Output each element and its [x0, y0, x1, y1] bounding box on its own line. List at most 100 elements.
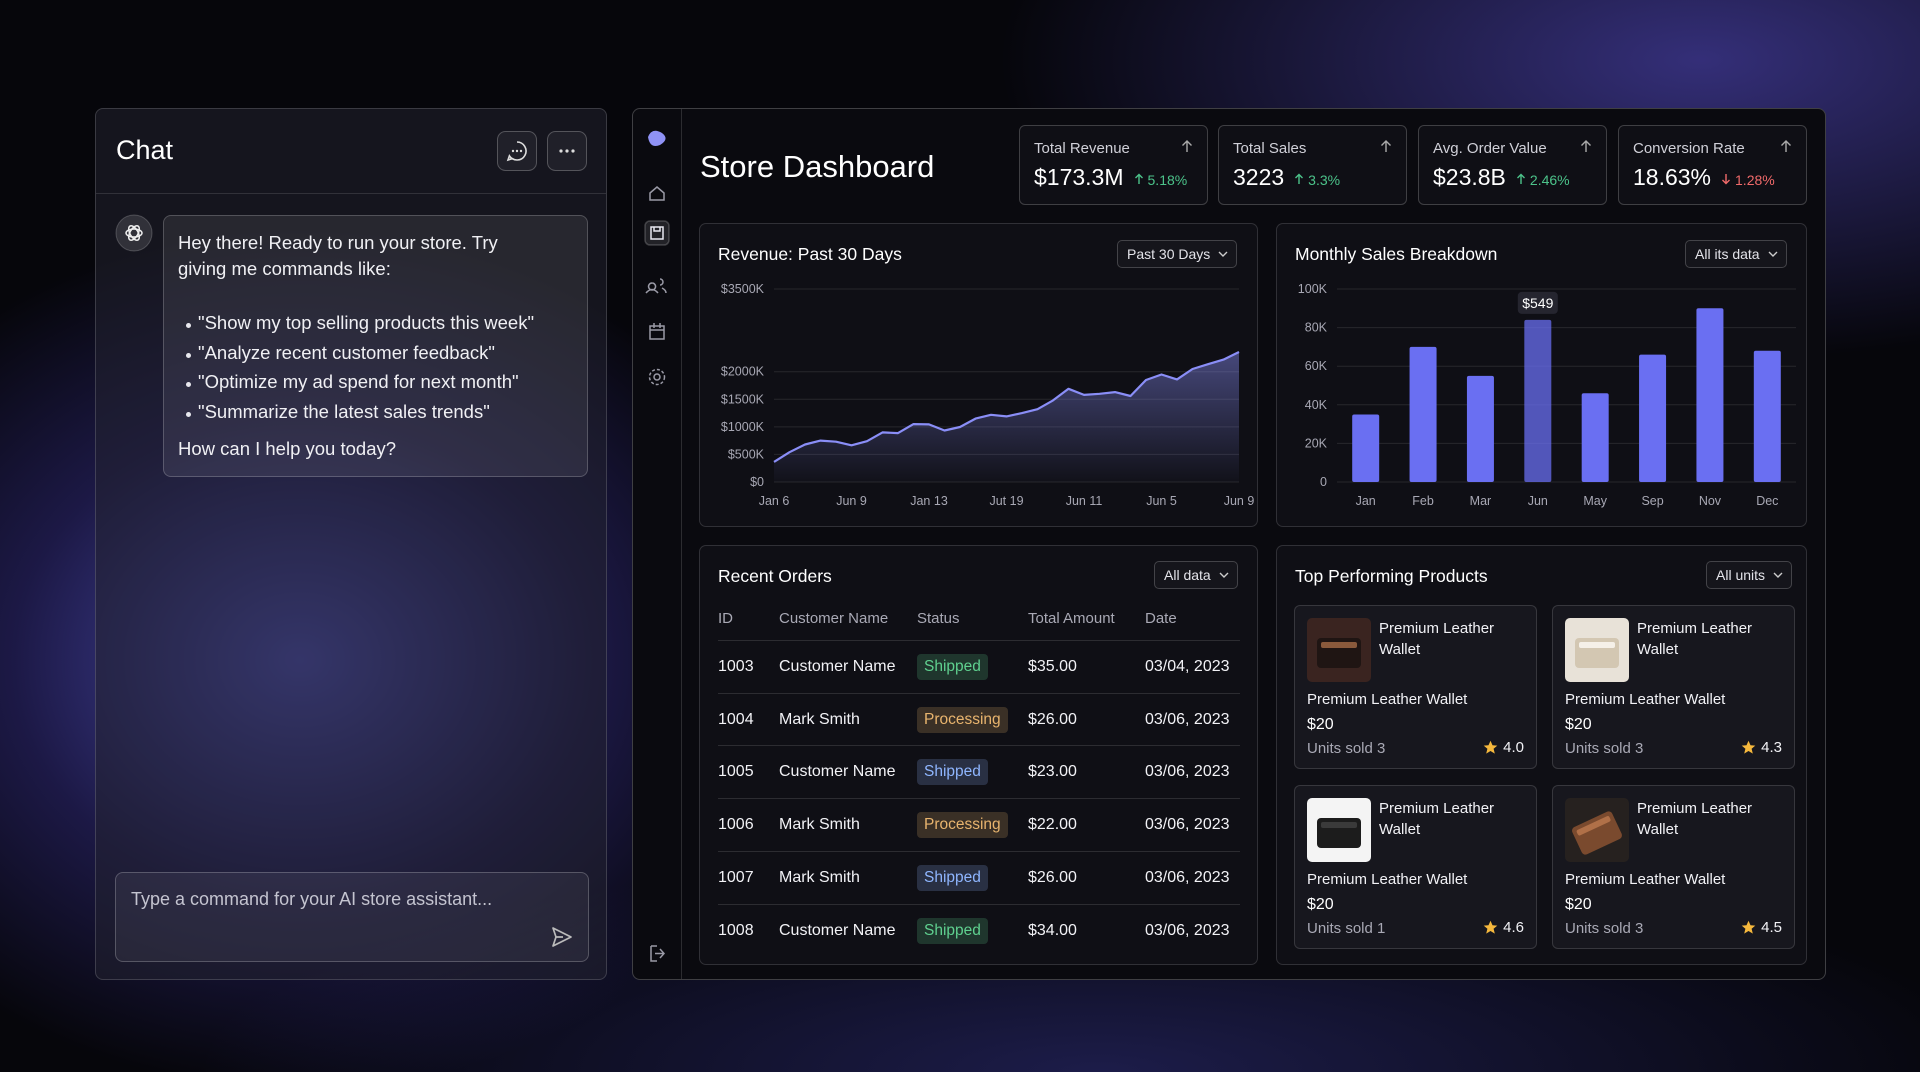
- kpi-value: $23.8B: [1433, 164, 1506, 190]
- kpi-change: 5.18%: [1147, 172, 1188, 188]
- filter-dropdown[interactable]: Past 30 Days: [1117, 240, 1238, 268]
- home-icon[interactable]: [649, 186, 665, 201]
- calendar-icon[interactable]: [649, 323, 665, 340]
- bar: [1409, 346, 1437, 482]
- bar: [1753, 350, 1781, 482]
- order-cell: 03/04, 2023: [1145, 658, 1230, 675]
- new-chat-button[interactable]: [497, 131, 537, 171]
- store-icon[interactable]: [650, 226, 664, 240]
- bullet: [186, 323, 191, 328]
- product-card[interactable]: Premium Leather Wallet Premium Leather Wa…: [1294, 785, 1537, 949]
- filter-label: All its data: [1695, 246, 1760, 262]
- thumb-accent: [1576, 816, 1611, 836]
- kpi-change: 2.46%: [1529, 172, 1570, 188]
- filter-dropdown[interactable]: All data: [1154, 561, 1238, 589]
- rating-value: 4.0: [1503, 739, 1524, 756]
- column-header: Date: [1145, 610, 1177, 627]
- row-divider: [718, 640, 1240, 641]
- command-example: "Analyze recent customer feedback": [198, 341, 495, 363]
- bullet: [186, 352, 191, 358]
- star-icon: [1483, 920, 1498, 934]
- rating: 4.3: [1741, 739, 1782, 756]
- product-price: $20: [1307, 716, 1334, 733]
- product-card[interactable]: Premium Leather Wallet Premium Leather Wa…: [1294, 605, 1537, 769]
- kpi-value: $173.3M: [1034, 164, 1124, 190]
- bar: [1581, 393, 1609, 482]
- y-tick-label: 60K: [1305, 359, 1328, 373]
- kpi-arrow-icon: [1581, 140, 1591, 152]
- kpi-change: 3.3%: [1308, 172, 1341, 188]
- filter-dropdown[interactable]: All its data: [1685, 240, 1787, 268]
- order-cell: Mark Smith: [779, 816, 860, 834]
- kpi-card: Total Sales 3223 3.3%: [1218, 125, 1407, 205]
- column-header: ID: [718, 610, 733, 627]
- order-cell: 1004: [718, 710, 754, 728]
- product-subtitle: Premium Leather Wallet: [1307, 691, 1468, 708]
- command-input[interactable]: Type a command for your AI store assista…: [115, 872, 589, 962]
- logo: [648, 130, 666, 146]
- column-header: Total Amount: [1028, 610, 1115, 627]
- star: [1741, 740, 1756, 754]
- row-divider: [718, 798, 1240, 800]
- star-icon: [1483, 740, 1498, 754]
- order-cell: 03/06, 2023: [1145, 710, 1230, 728]
- order-cell: $26.00: [1028, 868, 1077, 886]
- product-card[interactable]: Premium Leather Wallet Premium Leather Wa…: [1552, 605, 1795, 769]
- product-card[interactable]: Premium Leather Wallet Premium Leather Wa…: [1552, 785, 1795, 949]
- settings-icon[interactable]: [653, 373, 661, 381]
- y-tick-label: 20K: [1305, 436, 1328, 450]
- column-header: Customer Name: [779, 610, 889, 627]
- x-tick-label: Sep: [1641, 494, 1663, 508]
- logout-icon[interactable]: [650, 945, 666, 962]
- product-thumbnail: [1565, 618, 1629, 682]
- rating: 4.0: [1483, 739, 1524, 756]
- send-button[interactable]: [550, 925, 574, 949]
- y-tick-label: $2000K: [721, 365, 765, 379]
- units-sold: Units sold 1: [1307, 920, 1386, 937]
- trend-arrow-path: [1134, 173, 1143, 184]
- rating-value: 4.6: [1503, 919, 1524, 936]
- star: [1483, 740, 1498, 754]
- x-tick-label: Jun 5: [1146, 494, 1177, 508]
- chart-title: Monthly Sales Breakdown: [1295, 244, 1498, 264]
- bullet: [186, 382, 191, 387]
- sales-chart-card: Monthly Sales Breakdown All its data 0 20K 4…: [1276, 223, 1807, 527]
- chevron: [1773, 572, 1783, 578]
- x-tick-label: Nov: [1699, 494, 1722, 508]
- star: [1741, 920, 1756, 934]
- status-badge: Shipped: [917, 864, 988, 891]
- x-tick-label: Jan: [1356, 494, 1376, 508]
- message-closing: How can I help you today?: [178, 438, 397, 459]
- thumb-item: [1572, 811, 1622, 855]
- order-cell: $35.00: [1028, 658, 1077, 675]
- trend-arrow: [1295, 173, 1304, 184]
- star-icon: [1741, 920, 1756, 934]
- order-cell: $22.00: [1028, 816, 1077, 834]
- y-tick-label: $500K: [728, 447, 765, 461]
- arrow: [1581, 140, 1591, 152]
- trend-arrow: [1134, 173, 1143, 184]
- chevron-path: [1768, 251, 1778, 257]
- dashboard-title: Store Dashboard: [700, 149, 935, 184]
- kpi-value: 18.63%: [1633, 164, 1712, 190]
- y-tick-label: 0: [1320, 475, 1327, 489]
- chevron-path: [1773, 572, 1783, 578]
- x-tick-label: Jun: [1528, 494, 1548, 508]
- order-cell: Customer Name: [779, 921, 896, 939]
- kpi-value-row: 18.63% 1.28%: [1633, 164, 1775, 191]
- status-badge: Shipped: [917, 654, 988, 680]
- sidebar-divider: [681, 109, 682, 979]
- kpi-card: Total Revenue $173.3M 5.18%: [1019, 125, 1208, 205]
- bar: [1352, 414, 1380, 482]
- product-name: Premium Leather Wallet: [1379, 620, 1495, 658]
- x-tick-label: May: [1583, 494, 1607, 508]
- order-cell: Mark Smith: [779, 710, 860, 728]
- customers-icon[interactable]: [645, 278, 667, 294]
- product-subtitle: Premium Leather Wallet: [1307, 871, 1468, 888]
- y-tick-label: $3500K: [721, 282, 765, 296]
- trend-arrow-path: [1516, 173, 1525, 184]
- order-cell: 03/06, 2023: [1145, 921, 1230, 939]
- rating-value: 4.3: [1761, 739, 1782, 756]
- filter-dropdown[interactable]: All units: [1706, 561, 1793, 589]
- more-button[interactable]: [547, 131, 587, 171]
